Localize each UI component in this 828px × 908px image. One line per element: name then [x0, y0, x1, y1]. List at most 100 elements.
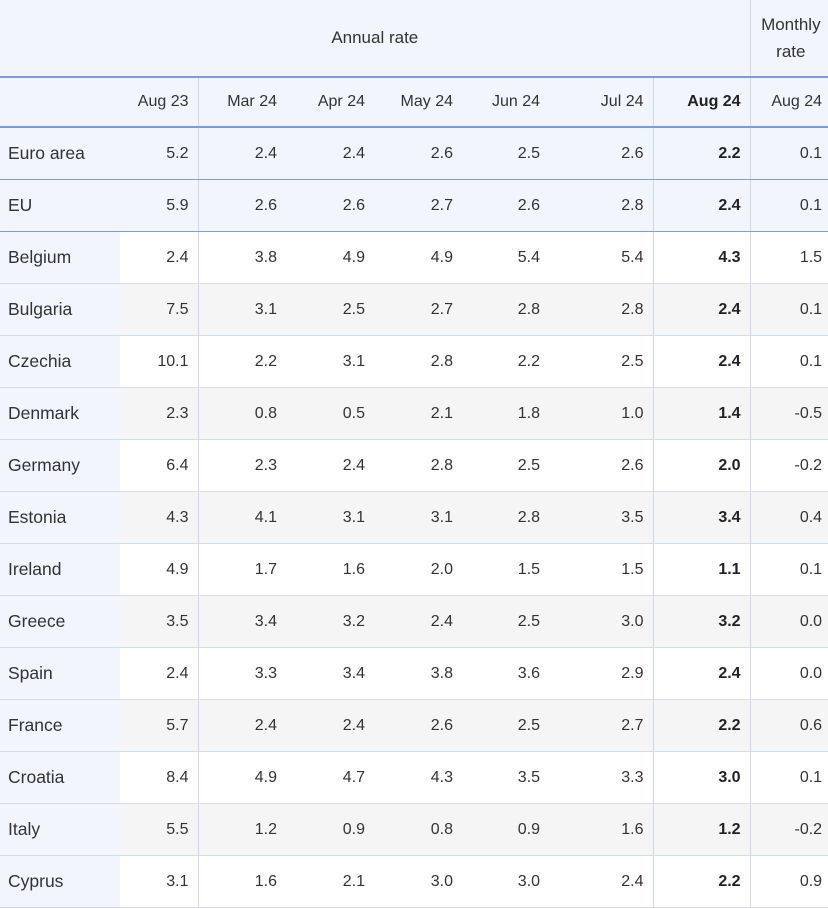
- value-cell-apr24: 2.1: [286, 855, 374, 908]
- value-cell-aug23: 3.5: [120, 595, 198, 648]
- value-cell-jun24: 3.5: [462, 751, 549, 804]
- value-cell-aug24-monthly: 0.1: [749, 543, 828, 596]
- value-cell-aug24-annual: 2.0: [652, 439, 751, 492]
- value-cell-jun24: 2.6: [462, 179, 549, 232]
- value-cell-aug24-annual: 1.2: [652, 803, 751, 856]
- value-cell-apr24: 4.7: [286, 751, 374, 804]
- country-name: Bulgaria: [0, 283, 120, 336]
- value-cell-jul24: 1.6: [549, 803, 653, 856]
- country-name: Spain: [0, 647, 120, 700]
- value-cell-aug24-monthly: -0.2: [749, 439, 828, 492]
- value-cell-mar24: 1.2: [197, 803, 286, 856]
- value-cell-jun24: 2.5: [462, 439, 549, 492]
- value-cell-jul24: 2.9: [549, 647, 653, 700]
- value-cell-mar24: 3.8: [197, 231, 286, 284]
- value-cell-aug23: 4.9: [120, 543, 198, 596]
- value-cell-may24: 3.0: [374, 855, 462, 908]
- value-cell-may24: 2.1: [374, 387, 462, 440]
- value-cell-jul24: 1.0: [549, 387, 653, 440]
- value-cell-aug24-monthly: 0.6: [749, 699, 828, 752]
- value-cell-aug23: 4.3: [120, 491, 198, 544]
- value-cell-may24: 4.3: [374, 751, 462, 804]
- value-cell-jun24: 2.5: [462, 127, 549, 180]
- value-cell-jun24: 1.5: [462, 543, 549, 596]
- value-cell-mar24: 2.4: [197, 127, 286, 180]
- monthly-rate-header-line1: Monthly: [761, 15, 821, 34]
- monthly-rate-header: Monthly rate: [749, 0, 828, 78]
- table-row: Euro area 5.2 2.4 2.4 2.6 2.5 2.6 2.2 0.1: [0, 127, 828, 180]
- column-header-jul24: Jul 24: [549, 77, 653, 128]
- value-cell-jul24: 2.6: [549, 127, 653, 180]
- value-cell-jul24: 3.0: [549, 595, 653, 648]
- value-cell-aug24-monthly: 0.4: [749, 491, 828, 544]
- table-body: Euro area 5.2 2.4 2.4 2.6 2.5 2.6 2.2 0.1 EU 5.9 2.…: [0, 127, 828, 908]
- value-cell-jul24: 1.5: [549, 543, 653, 596]
- table-row: Czechia 10.1 2.2 3.1 2.8 2.2 2.5 2.4 0.1: [0, 335, 828, 388]
- value-cell-aug24-annual: 2.4: [652, 283, 751, 336]
- column-header-aug23: Aug 23: [120, 77, 198, 128]
- value-cell-may24: 2.6: [374, 699, 462, 752]
- value-cell-may24: 4.9: [374, 231, 462, 284]
- value-cell-jul24: 2.4: [549, 855, 653, 908]
- country-name: Croatia: [0, 751, 120, 804]
- table-row: Belgium 2.4 3.8 4.9 4.9 5.4 5.4 4.3 1.5: [0, 231, 828, 284]
- country-name: Cyprus: [0, 855, 120, 908]
- value-cell-aug24-monthly: -0.5: [749, 387, 828, 440]
- value-cell-apr24: 2.4: [286, 699, 374, 752]
- table-row: Bulgaria 7.5 3.1 2.5 2.7 2.8 2.8 2.4 0.1: [0, 283, 828, 336]
- value-cell-apr24: 0.5: [286, 387, 374, 440]
- value-cell-aug23: 5.7: [120, 699, 198, 752]
- value-cell-jun24: 2.5: [462, 699, 549, 752]
- table-row: Croatia 8.4 4.9 4.7 4.3 3.5 3.3 3.0 0.1: [0, 751, 828, 804]
- value-cell-aug24-monthly: 0.9: [749, 855, 828, 908]
- table-row: France 5.7 2.4 2.4 2.6 2.5 2.7 2.2 0.6: [0, 699, 828, 752]
- table-row: Ireland 4.9 1.7 1.6 2.0 1.5 1.5 1.1 0.1: [0, 543, 828, 596]
- value-cell-jun24: 1.8: [462, 387, 549, 440]
- value-cell-may24: 2.6: [374, 127, 462, 180]
- table-row: Italy 5.5 1.2 0.9 0.8 0.9 1.6 1.2 -0.2: [0, 803, 828, 856]
- value-cell-aug23: 6.4: [120, 439, 198, 492]
- value-cell-jun24: 2.2: [462, 335, 549, 388]
- value-cell-aug23: 2.3: [120, 387, 198, 440]
- value-cell-mar24: 2.3: [197, 439, 286, 492]
- value-cell-aug24-monthly: 0.1: [749, 751, 828, 804]
- value-cell-mar24: 1.6: [197, 855, 286, 908]
- value-cell-aug24-annual: 2.2: [652, 127, 751, 180]
- table-row: EU 5.9 2.6 2.6 2.7 2.6 2.8 2.4 0.1: [0, 179, 828, 232]
- value-cell-jul24: 3.5: [549, 491, 653, 544]
- value-cell-jun24: 2.8: [462, 283, 549, 336]
- value-cell-aug23: 7.5: [120, 283, 198, 336]
- value-cell-aug24-annual: 2.2: [652, 855, 751, 908]
- country-name: France: [0, 699, 120, 752]
- value-cell-aug23: 5.2: [120, 127, 198, 180]
- value-cell-apr24: 3.4: [286, 647, 374, 700]
- value-cell-aug24-annual: 2.2: [652, 699, 751, 752]
- value-cell-aug23: 5.9: [120, 179, 198, 232]
- value-cell-aug24-annual: 1.1: [652, 543, 751, 596]
- value-cell-mar24: 1.7: [197, 543, 286, 596]
- value-cell-mar24: 2.2: [197, 335, 286, 388]
- value-cell-apr24: 3.1: [286, 335, 374, 388]
- value-cell-may24: 3.8: [374, 647, 462, 700]
- value-cell-jul24: 2.7: [549, 699, 653, 752]
- value-cell-aug24-annual: 3.2: [652, 595, 751, 648]
- value-cell-aug23: 8.4: [120, 751, 198, 804]
- annual-rate-header: Annual rate: [0, 0, 751, 78]
- value-cell-may24: 2.0: [374, 543, 462, 596]
- monthly-rate-header-line2: rate: [776, 42, 806, 61]
- column-header-aug24-monthly: Aug 24: [749, 77, 828, 128]
- value-cell-apr24: 3.2: [286, 595, 374, 648]
- country-name: Denmark: [0, 387, 120, 440]
- value-cell-jul24: 2.8: [549, 283, 653, 336]
- value-cell-apr24: 1.6: [286, 543, 374, 596]
- value-cell-aug23: 2.4: [120, 231, 198, 284]
- table-row: Denmark 2.3 0.8 0.5 2.1 1.8 1.0 1.4 -0.5: [0, 387, 828, 440]
- column-header-aug24-annual: Aug 24: [652, 77, 751, 128]
- value-cell-aug24-annual: 3.0: [652, 751, 751, 804]
- country-name: EU: [0, 179, 120, 232]
- value-cell-may24: 2.7: [374, 179, 462, 232]
- column-header-row: Aug 23 Mar 24 Apr 24 May 24 Jun 24 Jul 2…: [0, 77, 828, 128]
- column-header-apr24: Apr 24: [286, 77, 374, 128]
- value-cell-may24: 2.7: [374, 283, 462, 336]
